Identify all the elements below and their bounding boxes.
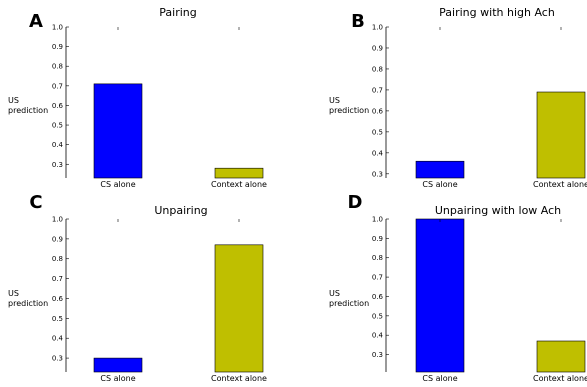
bar [214, 244, 264, 373]
y-tick-label: 0.9 [52, 43, 63, 51]
y-tick-label: 0.6 [372, 107, 384, 115]
bar [93, 83, 143, 179]
panel-label: A [29, 11, 43, 32]
chart-title: Unpairing [154, 204, 207, 217]
x-tick-label: CS alone [100, 180, 135, 189]
bar [415, 160, 465, 179]
y-tick-label: 0.4 [52, 141, 64, 149]
bar [536, 340, 586, 373]
x-tick-label: Context alone [211, 180, 267, 189]
y-tick-label: 0.8 [52, 63, 63, 71]
y-tick-label: 0.8 [372, 254, 383, 262]
panel-D: D Unpairing with low Ach US prediction 0.3 0.… [329, 192, 587, 383]
y-tick-label: 0.6 [52, 295, 64, 303]
bar [536, 91, 586, 179]
y-axis-label-line: prediction [329, 106, 369, 115]
chart-title: Unpairing with low Ach [435, 204, 561, 217]
y-tick-label: 0.7 [372, 274, 383, 282]
y-axis-label: US prediction [8, 289, 48, 308]
y-tick-label: 0.4 [52, 335, 64, 343]
y-tick-label: 1.0 [372, 24, 383, 32]
y-tick-label: 0.4 [372, 149, 384, 157]
chart-title: Pairing with high Ach [439, 6, 555, 19]
y-tick-label: 0.5 [372, 312, 383, 320]
y-tick-label: 0.4 [372, 332, 384, 340]
panel-label: D [348, 192, 363, 213]
y-axis-label-line: US [8, 96, 19, 105]
y-tick-label: 0.9 [52, 235, 63, 243]
y-tick-label: 0.6 [52, 102, 64, 110]
y-tick-label: 0.5 [372, 128, 383, 136]
x-tick-label: CS alone [100, 374, 135, 383]
bar [214, 167, 264, 179]
y-axis-label-line: prediction [329, 299, 369, 308]
y-axis-label-line: prediction [8, 299, 48, 308]
y-tick-label: 0.8 [372, 65, 383, 73]
panel-label: B [351, 11, 365, 32]
y-tick-label: 0.5 [52, 315, 63, 323]
y-axis-label-line: US [8, 289, 19, 298]
bar [415, 218, 465, 373]
y-tick-label: 0.3 [372, 170, 383, 178]
y-axis-label-line: US [329, 289, 340, 298]
x-tick-label: CS alone [422, 374, 457, 383]
y-tick-label: 1.0 [52, 216, 63, 224]
y-tick-label: 0.3 [52, 161, 63, 169]
y-tick-label: 0.9 [372, 235, 383, 243]
y-tick-label: 0.3 [52, 355, 63, 363]
y-tick-label: 0.5 [52, 122, 63, 130]
y-tick-label: 0.6 [372, 293, 384, 301]
y-tick-label: 0.9 [372, 44, 383, 52]
y-tick-label: 1.0 [372, 216, 383, 224]
bar [93, 357, 143, 373]
y-tick-label: 1.0 [52, 24, 63, 32]
chart-title: Pairing [159, 6, 196, 19]
x-tick-label: Context alone [533, 180, 587, 189]
y-tick-label: 0.7 [52, 275, 63, 283]
y-axis-label: US prediction [8, 96, 48, 115]
x-tick-label: Context alone [211, 374, 267, 383]
panel-B: B Pairing with high Ach US prediction 0.3 0.4… [329, 6, 587, 189]
y-tick-label: 0.7 [52, 82, 63, 90]
panel-C: C Unpairing US prediction 0.3 0.4 0.5 0.6 0.7 0.8… [8, 192, 267, 383]
y-axis-label-line: prediction [8, 106, 48, 115]
x-tick-label: Context alone [533, 374, 587, 383]
y-tick-label: 0.3 [372, 351, 383, 359]
y-tick-label: 0.8 [52, 255, 63, 263]
y-axis-label-line: US [329, 96, 340, 105]
y-axis-label: US prediction [329, 96, 369, 115]
panel-A: A Pairing US prediction 0.3 0.4 0.5 0.6 0.7 0.8 0.… [8, 6, 267, 189]
y-axis-label: US prediction [329, 289, 369, 308]
x-tick-label: CS alone [422, 180, 457, 189]
y-tick-label: 0.7 [372, 86, 383, 94]
panel-label: C [29, 192, 42, 213]
